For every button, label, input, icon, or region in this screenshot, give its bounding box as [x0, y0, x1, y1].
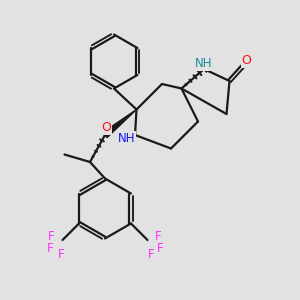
Text: O: O — [242, 54, 251, 68]
Text: NH: NH — [118, 132, 135, 145]
Text: F: F — [157, 242, 164, 255]
Text: O: O — [102, 121, 111, 134]
Polygon shape — [103, 110, 136, 138]
Text: F: F — [46, 242, 53, 255]
Text: F: F — [155, 230, 161, 243]
Text: F: F — [148, 248, 154, 261]
Text: F: F — [58, 248, 64, 261]
Text: NH: NH — [195, 57, 213, 70]
Text: F: F — [48, 230, 54, 243]
